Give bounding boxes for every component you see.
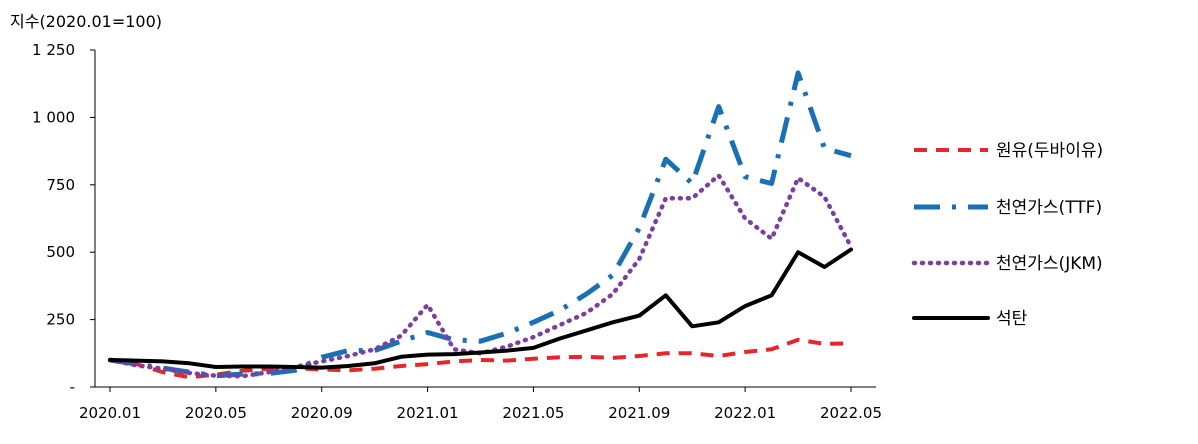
x-tick-label: 2022.05 bbox=[820, 404, 882, 422]
legend-label-1: 천연가스(TTF) bbox=[996, 198, 1102, 218]
x-tick-label: 2022.01 bbox=[714, 404, 776, 422]
x-tick-label: 2021.01 bbox=[397, 404, 459, 422]
series-line-0 bbox=[109, 337, 852, 380]
x-tick-label: 2020.05 bbox=[185, 404, 247, 422]
x-tick-label: 2021.09 bbox=[608, 404, 670, 422]
series-line-2 bbox=[107, 173, 854, 379]
y-tick-label: 1 250 bbox=[32, 41, 75, 59]
legend-label-0: 원유(두바이유) bbox=[996, 141, 1103, 161]
y-tick-label: 500 bbox=[46, 243, 75, 261]
series-line-1 bbox=[109, 70, 852, 379]
y-tick-label: 1 000 bbox=[32, 108, 75, 126]
series-line-3 bbox=[108, 247, 853, 370]
legend-label-2: 천연가스(JKM) bbox=[996, 254, 1103, 274]
x-tick-label: 2020.01 bbox=[79, 404, 141, 422]
y-tick-label: 250 bbox=[46, 311, 75, 329]
legend-label-3: 석탄 bbox=[996, 309, 1028, 329]
y-axis-unit-label: 지수(2020.01=100) bbox=[10, 12, 163, 31]
x-tick-label: 2020.09 bbox=[291, 404, 353, 422]
y-tick-label: - bbox=[70, 378, 75, 396]
y-tick-label: 750 bbox=[46, 176, 75, 194]
x-tick-label: 2021.05 bbox=[502, 404, 564, 422]
